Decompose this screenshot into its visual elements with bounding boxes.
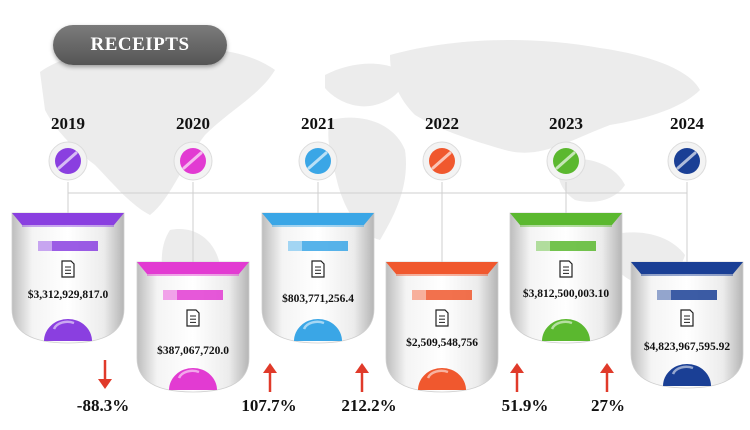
arrow-up-icon <box>263 363 277 392</box>
arrow-down-icon <box>98 360 112 389</box>
arrow-up-icon <box>600 363 614 392</box>
card-bar-shine <box>536 241 550 251</box>
document-icon <box>680 309 694 327</box>
card-bar <box>38 241 98 251</box>
document-icon <box>311 260 325 278</box>
card-bar-shine <box>288 241 302 251</box>
card-bar <box>288 241 348 251</box>
card-cap <box>137 262 249 274</box>
marker-shine <box>182 151 203 170</box>
change-percentage: -88.3% <box>76 396 130 415</box>
card-cap-shadow <box>641 274 733 276</box>
dome-shine <box>302 320 325 330</box>
card-bar <box>163 290 223 300</box>
timeline-years <box>11 141 744 393</box>
document-icon <box>559 260 573 278</box>
dome-shine <box>177 369 200 379</box>
card-cap <box>386 262 498 274</box>
receipt-amount: $3,812,500,003.10 <box>522 288 610 300</box>
card-cap <box>631 262 743 274</box>
year-label: 2020 <box>176 114 210 133</box>
card-bar <box>536 241 596 251</box>
card-cap <box>262 213 374 225</box>
timeline-connectors <box>67 182 688 262</box>
card-bar-shine <box>163 290 177 300</box>
year-group-2022 <box>385 141 499 393</box>
document-icon <box>61 260 75 278</box>
receipt-amount: $803,771,256.4 <box>282 293 354 305</box>
marker-shine <box>307 151 328 170</box>
marker-shine <box>676 151 697 170</box>
receipt-amount: $2,509,548,756 <box>406 337 478 349</box>
chart-title: RECEIPTS <box>90 34 190 55</box>
dome-shine <box>550 320 573 330</box>
dome-shine <box>52 320 75 330</box>
card-bar-shine <box>657 290 671 300</box>
document-icon <box>186 309 200 327</box>
card-cap-shadow <box>396 274 488 276</box>
receipt-amount: $4,823,967,595.92 <box>643 341 731 353</box>
arrow-up-icon <box>355 363 369 392</box>
receipt-amount: $387,067,720.0 <box>157 345 229 357</box>
year-label: 2023 <box>549 114 583 133</box>
year-label: 2024 <box>670 114 704 133</box>
card-bar <box>657 290 717 300</box>
year-group-2023 <box>509 141 623 344</box>
marker-shine <box>57 151 78 170</box>
card-cap-shadow <box>272 225 364 227</box>
year-group-2020 <box>136 141 250 393</box>
year-label: 2022 <box>425 114 459 133</box>
arrow-up-icon <box>510 363 524 392</box>
card-cap-shadow <box>22 225 114 227</box>
change-percentage: 212.2% <box>341 396 397 415</box>
change-percentage: 107.7% <box>241 396 297 415</box>
document-icon <box>435 309 449 327</box>
receipt-amount: $3,312,929,817.0 <box>27 289 109 301</box>
card-cap <box>12 213 124 225</box>
year-group-2019 <box>11 141 125 344</box>
change-percentage: 27% <box>591 396 625 415</box>
card-cap-shadow <box>520 225 612 227</box>
dome-shine <box>671 365 694 375</box>
year-label: 2021 <box>301 114 335 133</box>
card-cap <box>510 213 622 225</box>
dome-shine <box>426 369 449 379</box>
card-bar-shine <box>38 241 52 251</box>
year-label: 2019 <box>51 114 85 133</box>
card-cap-shadow <box>147 274 239 276</box>
year-group-2024 <box>630 141 744 389</box>
year-group-2021 <box>261 141 375 344</box>
title-badge: RECEIPTS <box>53 25 227 65</box>
change-percentage: 51.9% <box>501 396 549 415</box>
card-bar-shine <box>412 290 426 300</box>
marker-shine <box>555 151 576 170</box>
marker-shine <box>431 151 452 170</box>
card-bar <box>412 290 472 300</box>
